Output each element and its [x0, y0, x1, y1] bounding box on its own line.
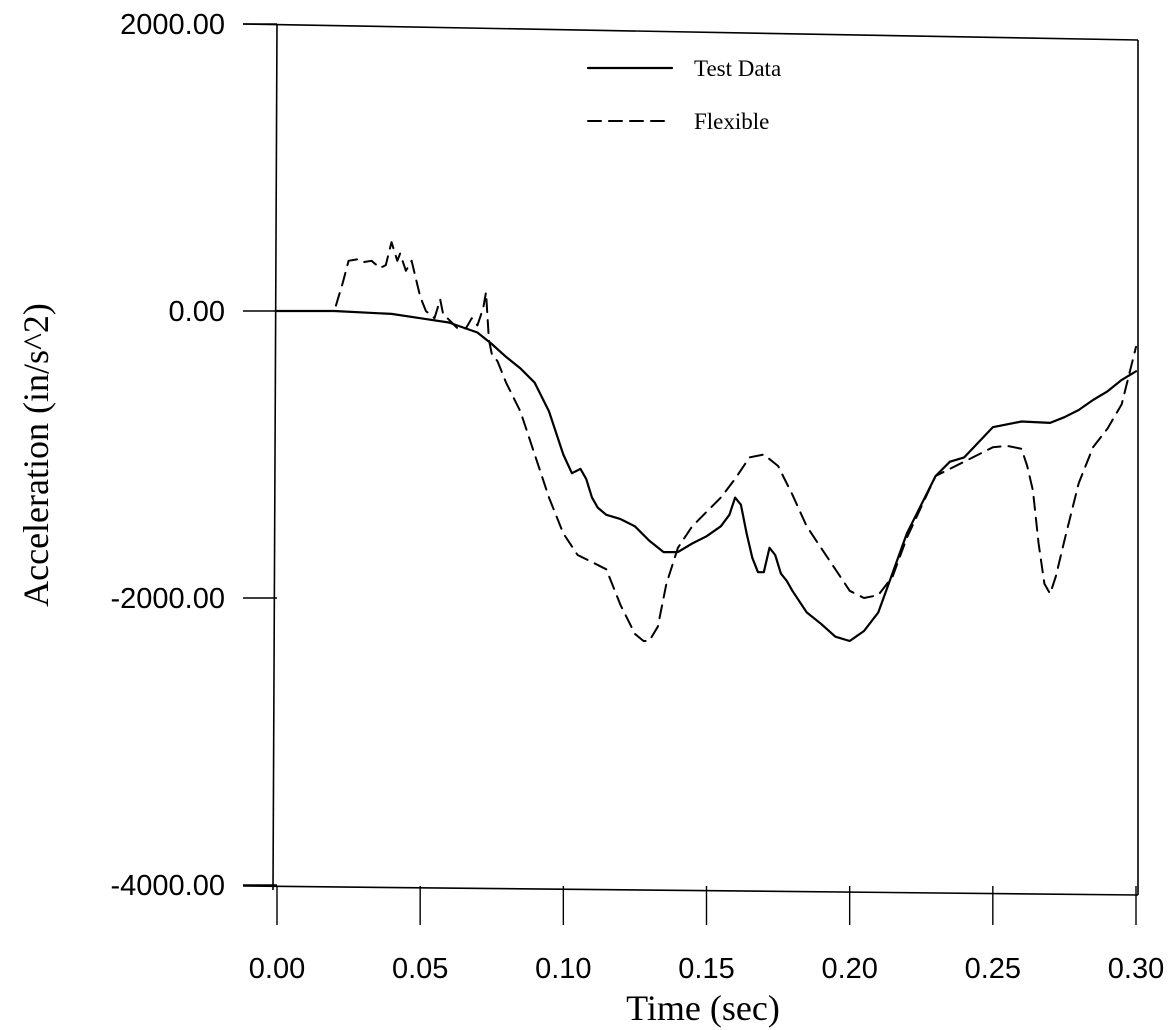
y-tick-label: 0.00	[169, 296, 225, 328]
frame-bottom	[242, 885, 1139, 896]
y-tick-label: -4000.00	[111, 870, 226, 902]
x-axis-title: Time (sec)	[626, 988, 780, 1028]
y-axis-title: Acceleration (in/s^2)	[16, 303, 56, 607]
y-axis-line	[272, 23, 278, 891]
x-tick-label: 0.20	[821, 953, 877, 985]
series-layer	[275, 241, 1138, 643]
x-tick-label: 0.30	[1108, 953, 1164, 985]
x-tick-label: 0.05	[392, 953, 448, 985]
series-line-test-data	[275, 309, 1138, 643]
frame-top	[242, 23, 1139, 41]
y-tick-label: 2000.00	[120, 9, 225, 41]
legend: Test Data Flexible	[586, 56, 781, 134]
x-tick-label: 0.00	[249, 953, 305, 985]
x-tick-label: 0.15	[678, 953, 734, 985]
y-tick-label: -2000.00	[111, 583, 226, 615]
plot-frame	[242, 23, 1139, 896]
x-tick-label: 0.10	[535, 953, 591, 985]
y-axis-ticks: 2000.00 0.00 -2000.00 -4000.00	[111, 9, 277, 902]
series-line-flexible	[276, 241, 1137, 642]
x-tick-label: 0.25	[965, 953, 1021, 985]
x-axis-ticks: 0.00 0.05 0.10 0.15 0.20 0.25 0.30	[249, 886, 1164, 985]
legend-label-test-data: Test Data	[694, 56, 781, 81]
legend-label-flexible: Flexible	[694, 109, 769, 134]
